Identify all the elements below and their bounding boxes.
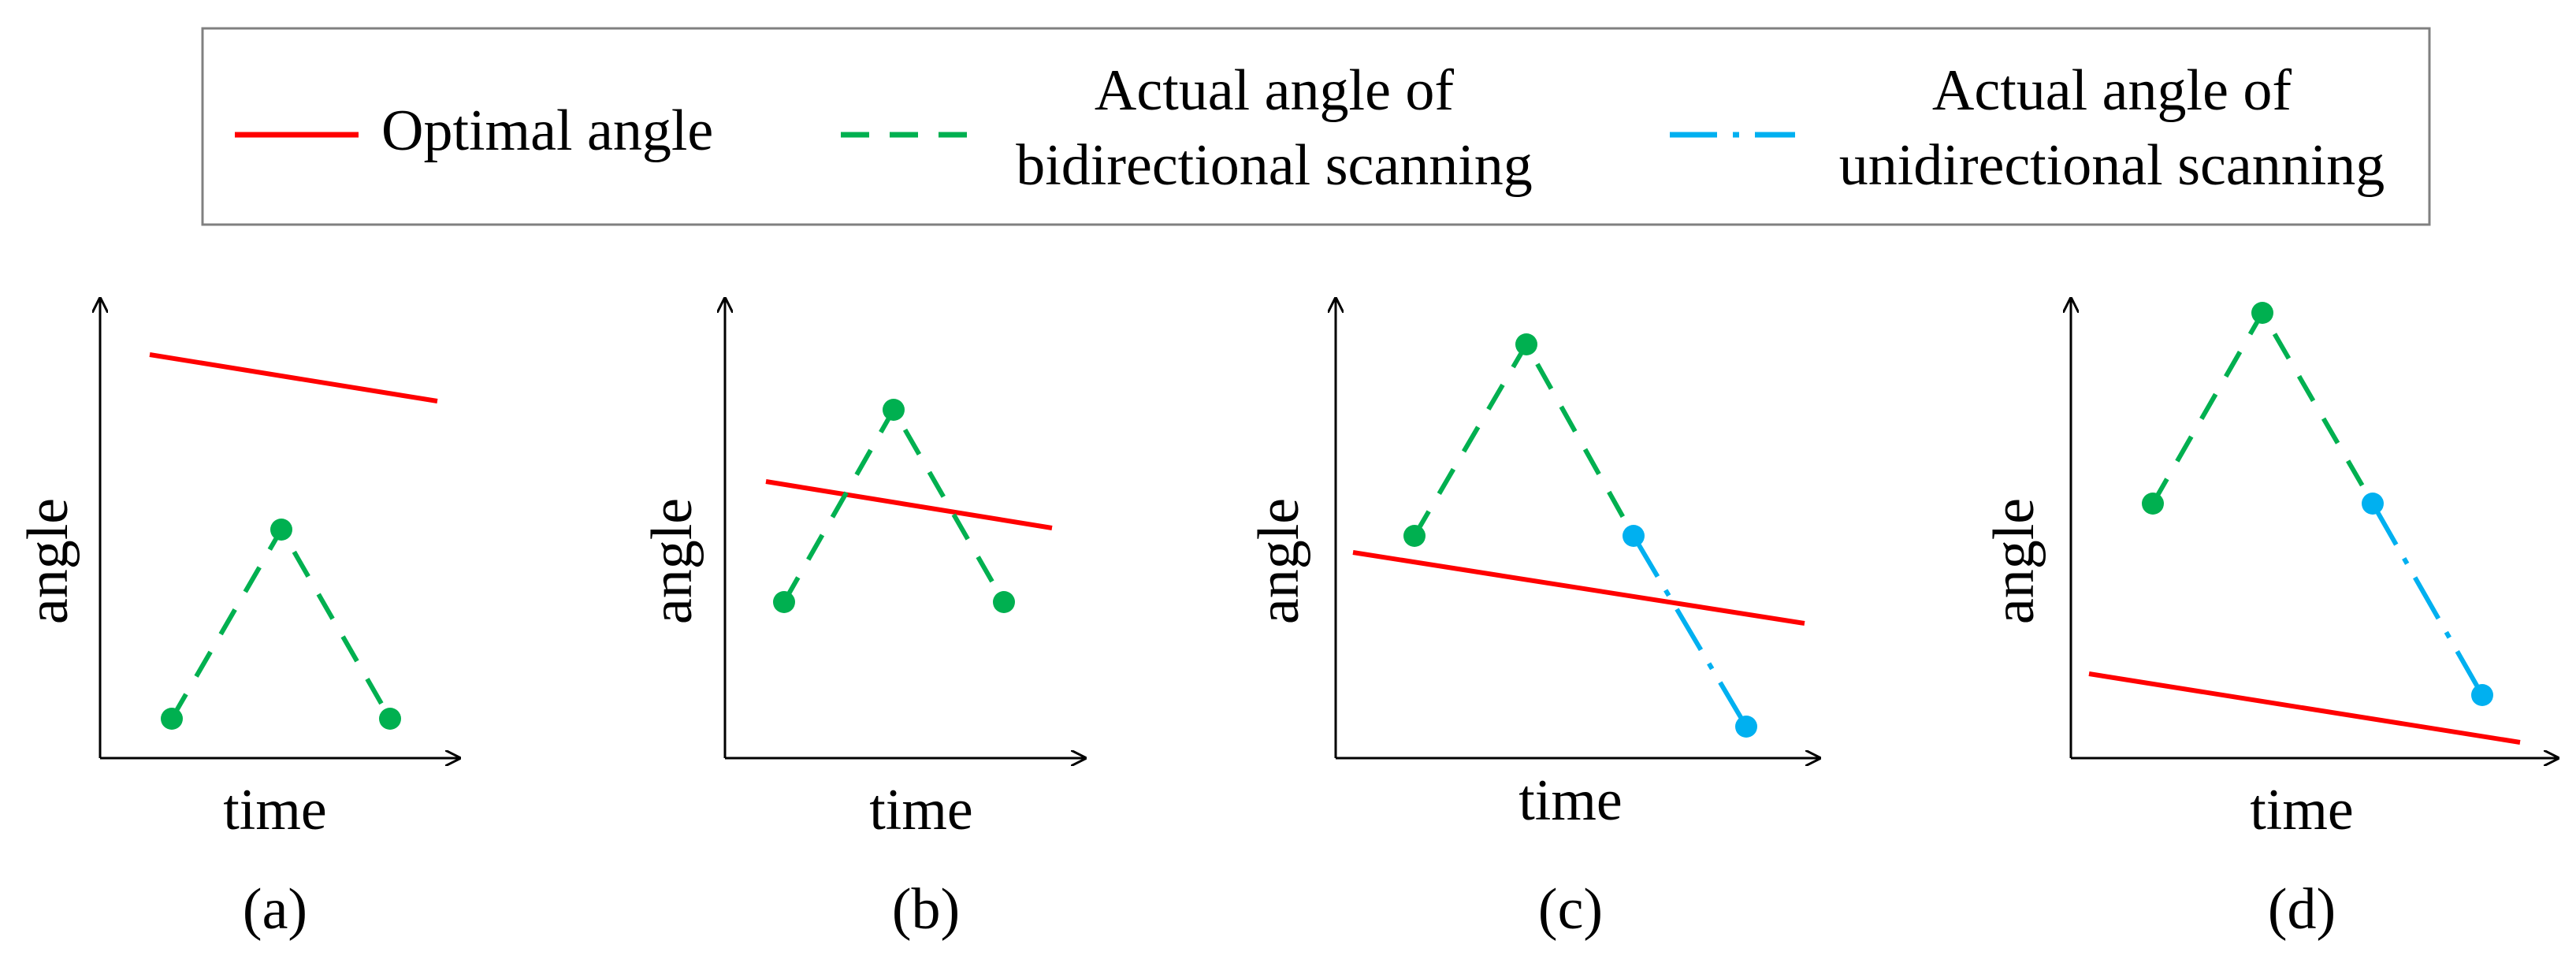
panel-c-unidirectional-line <box>1631 534 1749 728</box>
legend-box <box>201 27 2431 226</box>
panel-c-point-unidirectional <box>1623 525 1645 547</box>
panel-d-point-unidirectional <box>2471 684 2493 706</box>
panel-c-caption: (c) <box>1538 877 1603 942</box>
panel-a-optimal-line <box>149 352 438 403</box>
panel-c-optimal-line <box>1352 550 1805 626</box>
panel-c-bidirectional-line <box>1412 339 1636 537</box>
panel-c: angle time (c) <box>1247 298 1820 942</box>
panel-a-caption: (a) <box>243 877 307 942</box>
panel-b-point <box>773 591 795 613</box>
panel-b: angle time (b) <box>640 298 1086 942</box>
panel-d-ylabel: angle <box>1982 498 2046 624</box>
panel-a-point <box>161 708 183 730</box>
panel-d-optimal-line <box>2088 671 2521 745</box>
panel-b-point <box>883 399 905 421</box>
panel-b-bidirectional-line <box>782 404 1006 604</box>
panel-d-point <box>2142 493 2164 515</box>
panel-d-unidirectional-line <box>2370 502 2485 697</box>
legend-bidirectional-label-line2: bidirectional scanning <box>1016 133 1533 198</box>
legend-unidirectional-label-line2: unidirectional scanning <box>1839 133 2385 198</box>
panel-d-xlabel: time <box>2250 778 2354 842</box>
panel-a-ylabel: angle <box>16 498 80 624</box>
panel-c-xlabel: time <box>1518 768 1623 833</box>
panel-d: angle time (d) <box>1982 298 2559 942</box>
panel-b-xlabel: time <box>869 778 973 842</box>
panel-c-ylabel: angle <box>1247 498 1311 624</box>
panel-c-point <box>1403 525 1426 547</box>
panel-b-optimal-line <box>765 479 1053 530</box>
panel-c-point <box>1515 333 1537 355</box>
panel-d-point-unidirectional <box>2362 493 2384 515</box>
legend: Optimal angle Actual angle of bidirectio… <box>201 27 2431 226</box>
panel-d-bidirectional-line <box>2150 307 2375 505</box>
panel-a-point <box>270 519 292 541</box>
panel-d-point <box>2251 302 2273 324</box>
panel-c-point-unidirectional <box>1735 716 1757 738</box>
panel-b-point <box>993 591 1015 613</box>
panel-a-bidirectional-line <box>169 524 392 720</box>
panel-b-ylabel: angle <box>640 498 704 624</box>
panel-a: angle time (a) <box>16 298 460 942</box>
legend-bidirectional-label-line1: Actual angle of <box>1095 58 1454 123</box>
legend-unidirectional-label-line1: Actual angle of <box>1932 58 2292 123</box>
panel-b-caption: (b) <box>892 877 960 942</box>
panel-a-point <box>379 708 401 730</box>
panel-d-caption: (d) <box>2268 877 2336 942</box>
legend-optimal-label: Optimal angle <box>381 99 713 163</box>
panel-a-xlabel: time <box>223 778 327 842</box>
